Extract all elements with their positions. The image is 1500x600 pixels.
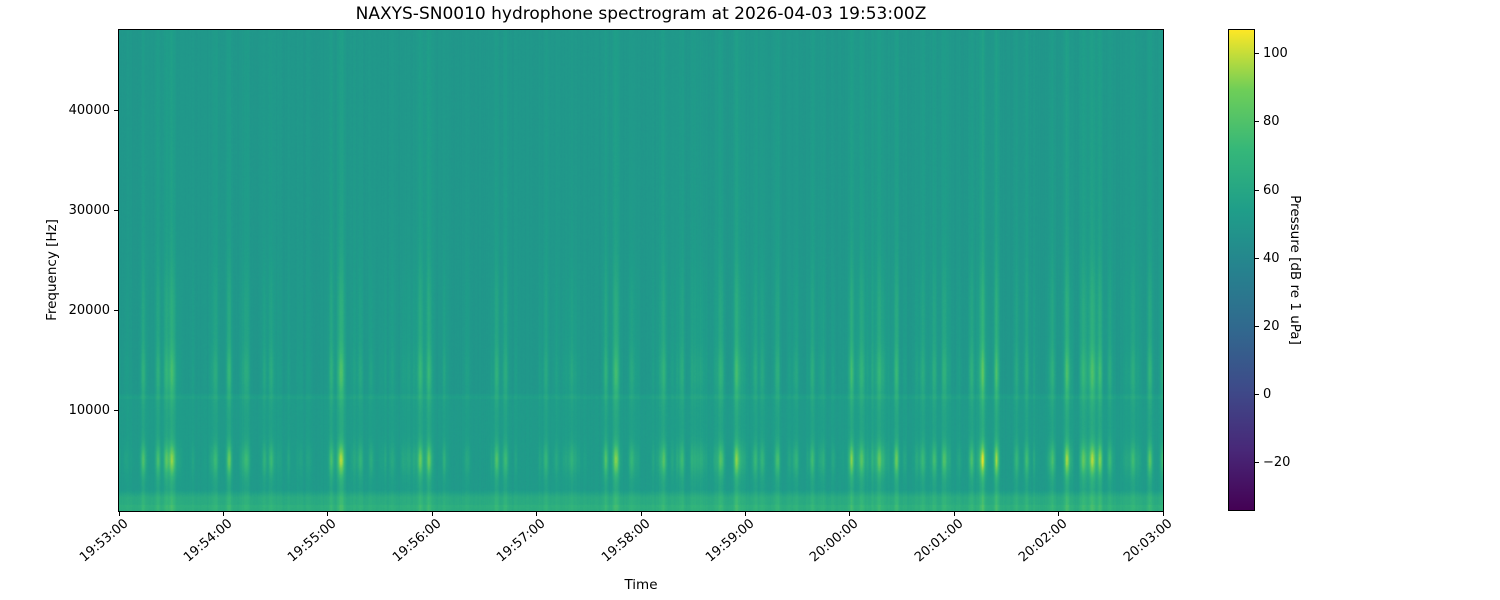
x-tick-mark [536,511,538,516]
x-tick-mark [118,511,120,516]
x-tick-mark [744,511,746,516]
y-tick-label: 30000 [68,202,110,218]
y-tick-mark [114,410,119,412]
x-axis-label: Time [624,577,658,593]
y-tick-mark [114,109,119,111]
x-tick-mark [431,511,433,516]
x-tick-mark [327,511,329,516]
colorbar-tick-label: 80 [1263,114,1280,130]
x-tick-label: 19:56:00 [389,516,445,566]
colorbar-tick-mark [1255,53,1259,55]
x-tick-label: 19:58:00 [598,516,653,566]
x-tick-label: 20:01:00 [911,516,967,566]
colorbar-tick-label: 0 [1263,386,1272,402]
colorbar-tick-mark [1255,257,1259,259]
x-tick-label: 19:57:00 [494,516,549,566]
y-tick-mark [114,209,119,211]
x-tick-mark [1058,511,1060,516]
y-tick-label: 40000 [68,102,110,118]
colorbar-label: Pressure [dB re 1 uPa] [1287,195,1303,345]
colorbar-tick-mark [1255,325,1259,327]
colorbar-tick-label: −20 [1263,454,1291,470]
plot-area [118,29,1164,512]
x-tick-mark [953,511,955,516]
colorbar-tick-mark [1255,189,1259,191]
colorbar-tick-mark [1255,393,1259,395]
colorbar-tick-mark [1255,461,1259,463]
x-tick-mark [1162,511,1164,516]
colorbar-tick-label: 20 [1263,318,1280,334]
colorbar-tick-label: 100 [1263,46,1288,62]
y-tick-mark [114,310,119,312]
x-tick-label: 19:55:00 [285,516,340,566]
x-tick-mark [849,511,851,516]
x-tick-mark [640,511,642,516]
plot-title: NAXYS-SN0010 hydrophone spectrogram at 2… [355,4,927,24]
x-tick-label: 20:03:00 [1120,516,1175,566]
x-tick-label: 19:54:00 [181,516,236,566]
x-tick-mark [222,511,224,516]
x-tick-label: 19:53:00 [76,516,131,566]
spectrogram-canvas [119,30,1163,511]
y-tick-label: 10000 [68,403,110,419]
x-tick-label: 20:00:00 [807,516,862,566]
colorbar-tick-label: 60 [1263,182,1280,198]
x-tick-label: 19:59:00 [703,516,758,566]
colorbar-tick-mark [1255,121,1259,123]
colorbar-tick-label: 40 [1263,250,1280,266]
y-tick-label: 20000 [68,303,110,319]
x-tick-label: 20:02:00 [1016,516,1071,566]
colorbar [1228,29,1255,511]
